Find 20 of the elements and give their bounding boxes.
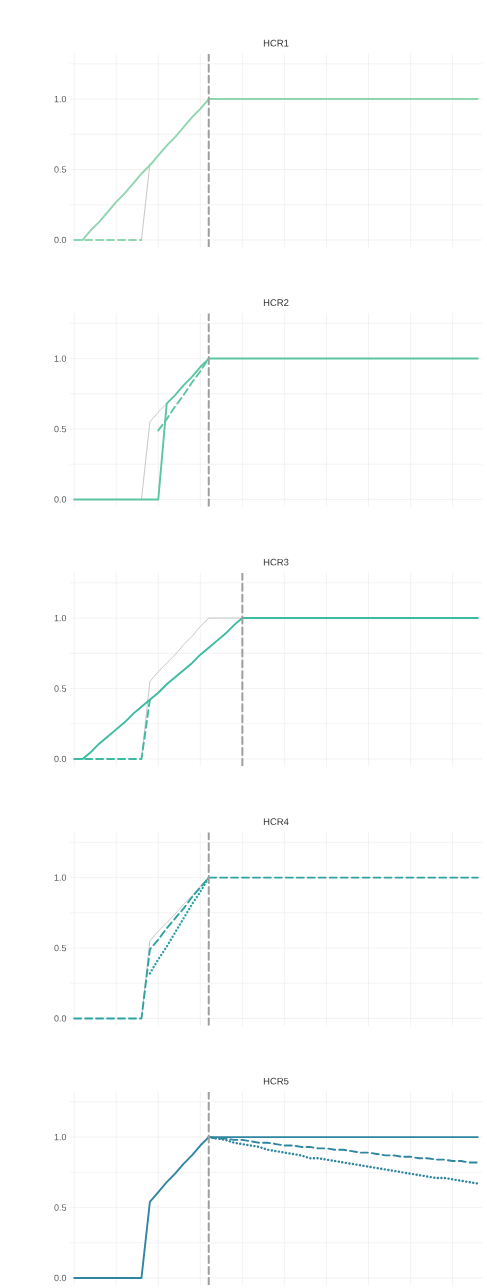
y-tick-label: 0.5 <box>54 685 67 692</box>
y-tick-label: 0.0 <box>54 496 67 503</box>
y-tick-label: 1.0 <box>54 614 67 622</box>
y-tick-label: 1.0 <box>54 874 67 881</box>
chart-title: HCR3 <box>263 558 289 566</box>
y-tick-label: 0.5 <box>54 944 67 952</box>
chart-title: HCR5 <box>263 1077 289 1085</box>
y-tick-label: 0.0 <box>54 1015 67 1022</box>
y-tick-label: 1.0 <box>54 355 67 362</box>
y-tick-label: 0.0 <box>54 755 67 763</box>
y-tick-label: 0.5 <box>54 166 67 173</box>
y-tick-label: 0.0 <box>54 1274 67 1282</box>
chart-title: HCR1 <box>263 39 289 47</box>
y-tick-label: 0.0 <box>54 236 67 244</box>
chart-title: HCR4 <box>263 818 289 825</box>
y-tick-label: 0.5 <box>54 1204 67 1211</box>
chart-title: HCR2 <box>263 299 289 306</box>
y-tick-label: 1.0 <box>54 1133 67 1141</box>
y-tick-label: 0.5 <box>54 425 67 433</box>
y-tick-label: 1.0 <box>54 95 67 103</box>
